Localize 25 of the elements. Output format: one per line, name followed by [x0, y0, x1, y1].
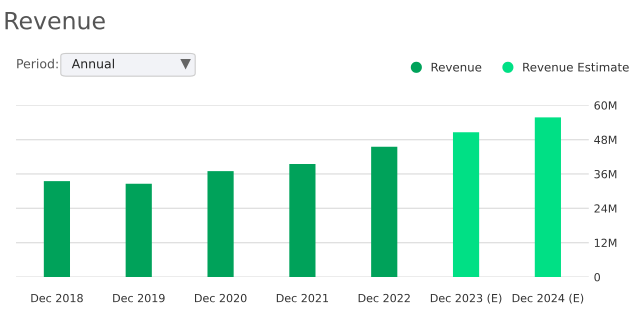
bar — [207, 171, 234, 278]
x-tick-label: Dec 2023 (E) — [430, 294, 502, 304]
y-tick-label: 12M — [594, 238, 616, 247]
bar — [534, 117, 561, 278]
x-tick-label: Dec 2024 (E) — [512, 294, 584, 304]
y-tick-label: 24M — [594, 204, 616, 213]
bar — [126, 184, 152, 278]
x-tick-label: Dec 2022 — [358, 294, 410, 302]
x-tick-label: Dec 2020 — [195, 294, 246, 302]
legend-label: Revenue Estimate — [523, 62, 629, 72]
y-tick-label: 48M — [594, 136, 616, 144]
x-tick-label: Dec 2019 — [113, 294, 165, 302]
legend-label: Revenue — [432, 62, 482, 72]
bar — [452, 132, 480, 278]
x-tick-label: Dec 2018 — [31, 294, 83, 302]
text: Period: — [17, 58, 58, 68]
y-tick-label: 36M — [594, 170, 616, 178]
x-tick-label: Dec 2021 — [276, 294, 328, 302]
y-tick-label: 60M — [594, 101, 616, 110]
bar — [44, 181, 70, 278]
text: Annual — [72, 58, 114, 68]
chart-title: Revenue — [6, 12, 105, 30]
bar — [371, 146, 398, 278]
y-tick-label: 0 — [594, 272, 600, 282]
bar — [289, 164, 316, 278]
